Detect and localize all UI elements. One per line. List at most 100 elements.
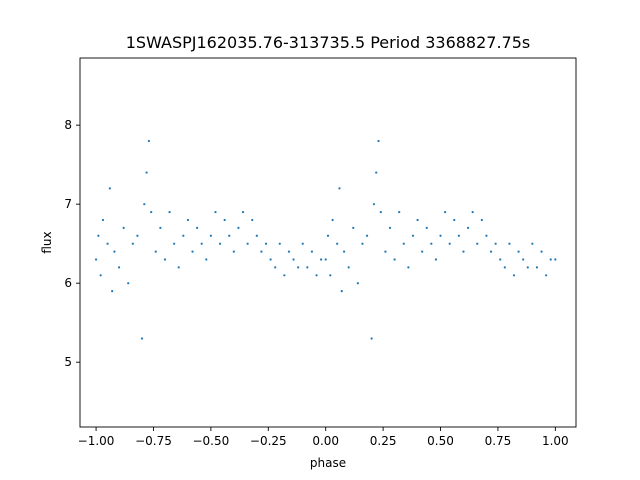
data-point [326, 234, 330, 237]
data-point [398, 210, 401, 214]
data-point [393, 258, 396, 261]
data-point [489, 250, 493, 253]
data-point [434, 258, 438, 261]
data-point [549, 258, 552, 261]
data-point [191, 250, 194, 253]
data-point [545, 274, 548, 277]
data-point [117, 266, 121, 269]
data-point [251, 218, 254, 222]
data-point [499, 258, 502, 261]
data-point [421, 250, 424, 253]
data-point [274, 266, 277, 269]
data-point [168, 210, 171, 214]
data-point [246, 242, 249, 245]
data-point [388, 226, 392, 229]
data-point [365, 234, 369, 237]
data-point [471, 210, 474, 214]
data-point [228, 234, 231, 237]
x-tick-label: −0.50 [192, 434, 229, 448]
y-tick-label: 5 [64, 355, 72, 369]
data-point [352, 226, 355, 229]
data-point [297, 266, 300, 269]
data-point [517, 250, 520, 253]
data-point [173, 242, 176, 245]
data-point [457, 234, 460, 237]
data-point [136, 234, 139, 237]
data-point [411, 234, 415, 237]
data-point [99, 274, 102, 277]
data-point [145, 171, 148, 174]
data-point [237, 226, 240, 229]
data-point [379, 210, 382, 214]
data-point [264, 242, 268, 245]
data-point [347, 266, 350, 269]
data-point [425, 226, 428, 229]
data-point [150, 210, 153, 214]
data-point [342, 250, 346, 253]
y-axis-label: flux [40, 231, 54, 253]
data-point [485, 234, 488, 237]
data-point [331, 218, 334, 222]
data-point [340, 289, 343, 293]
data-point [218, 242, 222, 245]
data-point [278, 242, 281, 245]
data-point [329, 274, 332, 277]
y-tick-label: 8 [64, 118, 72, 132]
y-axis: 5 6 7 8 [64, 118, 80, 369]
y-tick-label: 7 [64, 197, 72, 211]
data-point [140, 337, 144, 340]
plot-frame [79, 57, 577, 428]
data-point [522, 258, 525, 261]
data-point [108, 187, 111, 190]
data-points [94, 139, 557, 340]
data-point [375, 171, 378, 174]
chart-title: 1SWASPJ162035.76-313735.5 Period 3368827… [126, 33, 531, 52]
x-axis-label: phase [310, 456, 346, 470]
data-point [476, 242, 479, 245]
data-point [444, 210, 447, 214]
data-point [512, 274, 516, 277]
data-point [101, 218, 105, 222]
data-point [127, 282, 130, 285]
data-point [336, 242, 339, 245]
y-tick-label: 6 [64, 276, 72, 290]
data-point [462, 250, 465, 253]
data-point [111, 289, 114, 293]
data-point [372, 203, 376, 206]
data-point [466, 226, 470, 229]
x-tick-label: −0.75 [135, 434, 172, 448]
x-tick-label: 0.00 [312, 434, 339, 448]
data-point [196, 226, 199, 229]
data-point [223, 218, 226, 222]
data-point [480, 218, 483, 222]
data-point [143, 203, 146, 206]
data-point [338, 187, 341, 190]
data-point [508, 242, 511, 245]
data-point [356, 282, 359, 285]
data-point [554, 258, 557, 261]
data-point [535, 266, 539, 269]
data-point [97, 234, 100, 237]
data-point [94, 258, 98, 261]
data-point [439, 234, 442, 237]
data-point [154, 250, 157, 253]
data-point [209, 234, 212, 237]
data-point [377, 139, 380, 143]
data-point [214, 210, 217, 214]
data-point [503, 266, 506, 269]
data-point [131, 242, 134, 245]
x-tick-label: −0.25 [250, 434, 287, 448]
x-tick-label: 0.75 [485, 434, 512, 448]
data-point [526, 266, 529, 269]
data-point [531, 242, 534, 245]
data-point [147, 139, 150, 143]
data-point [177, 266, 180, 269]
data-point [182, 234, 185, 237]
data-point [402, 242, 405, 245]
data-point [186, 218, 190, 222]
data-point [292, 258, 295, 261]
data-point [200, 242, 203, 245]
data-point [453, 218, 456, 222]
